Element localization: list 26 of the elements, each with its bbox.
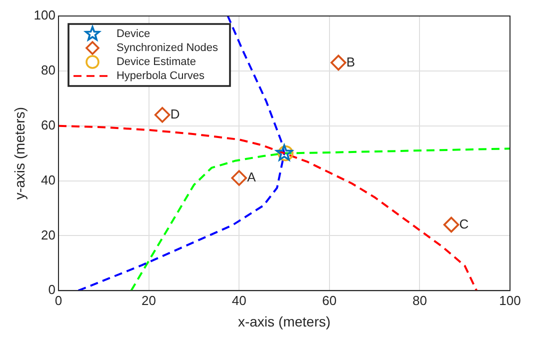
y-tick-label: 0 [48,282,56,298]
annotation: C [459,216,469,232]
y-tick-label: 20 [41,227,56,242]
point [231,170,247,186]
x-tick-label: 80 [412,292,427,308]
annotation: D [170,106,180,122]
point [443,216,460,233]
legend-label: Device Estimate [116,56,196,68]
y-tick-label: 80 [41,62,56,78]
legend-label: Synchronized Nodes [116,42,218,54]
y-tick-label: 100 [34,8,56,23]
x-tick-label: 20 [142,292,156,308]
x-tick-label: 40 [232,292,246,308]
y-tick-label: 60 [41,117,56,132]
x-axis-title: x-axis (meters) [238,313,331,330]
point [154,106,170,123]
y-tick-label: 40 [41,172,56,188]
x-tick-label: 60 [322,292,337,308]
y-axis-title: y-axis (meters) [11,107,28,200]
x-tick-label: 100 [499,292,521,308]
legend-label: Hyperbola Curves [116,70,206,82]
point [330,54,346,71]
line-series [58,124,478,291]
legend-label: Device [116,28,150,40]
annotation: B [346,54,356,70]
annotation: A [247,170,256,185]
